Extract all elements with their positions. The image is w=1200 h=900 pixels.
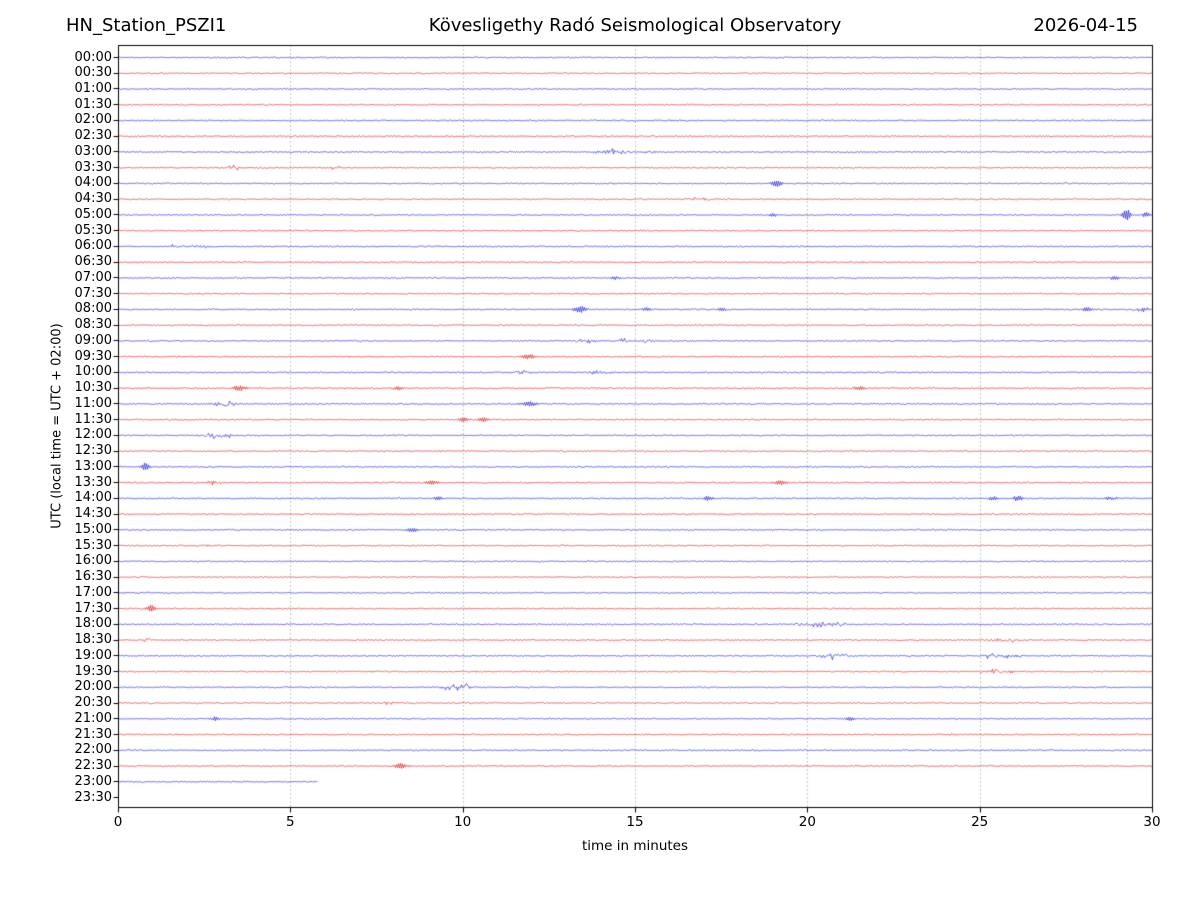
y-tick-label: 18:30 <box>74 632 112 648</box>
y-tick-label: 08:30 <box>74 317 112 333</box>
x-axis-label: time in minutes <box>581 838 689 854</box>
x-tick-label: 20 <box>798 814 816 830</box>
y-tick-label: 19:30 <box>74 663 112 679</box>
y-tick-label: 09:30 <box>74 348 112 364</box>
y-tick-label: 18:00 <box>74 616 112 632</box>
y-tick-label: 02:30 <box>74 128 112 144</box>
y-tick-label: 22:30 <box>74 758 112 773</box>
x-tick-label: 0 <box>113 814 123 830</box>
y-tick-label: 07:30 <box>74 285 112 301</box>
y-tick-label: 21:30 <box>74 726 112 742</box>
y-tick-label: 03:00 <box>74 143 112 159</box>
y-tick-label: 05:30 <box>74 222 112 238</box>
y-tick-label: 23:00 <box>74 773 112 789</box>
y-tick-label: 17:00 <box>74 584 112 600</box>
y-tick-label: 16:00 <box>74 553 112 569</box>
y-tick-label: 13:00 <box>74 458 112 474</box>
y-tick-label: 10:00 <box>74 364 112 380</box>
x-tick-label: 5 <box>286 814 295 830</box>
y-tick-label: 07:00 <box>74 269 112 285</box>
x-tick-label: 15 <box>626 814 644 830</box>
x-tick-label: 25 <box>971 814 989 830</box>
y-tick-label: 10:30 <box>74 380 112 396</box>
y-tick-label: 04:30 <box>74 191 112 207</box>
y-tick-label: 22:00 <box>74 742 112 758</box>
y-tick-label: 23:30 <box>74 789 112 805</box>
y-tick-label: 14:00 <box>74 490 112 506</box>
y-tick-label: 11:30 <box>74 411 112 427</box>
x-tick-label: 30 <box>1143 814 1161 830</box>
y-tick-label: 01:00 <box>74 80 112 96</box>
y-tick-label: 00:30 <box>74 65 112 81</box>
y-tick-label: 05:00 <box>74 206 112 222</box>
y-tick-label: 00:00 <box>74 49 112 65</box>
y-tick-label: 16:30 <box>74 569 112 585</box>
y-tick-label: 11:00 <box>74 395 112 411</box>
y-tick-label: 06:00 <box>74 238 112 254</box>
y-axis-label: UTC (local time = UTC + 02:00) <box>49 323 65 529</box>
y-tick-label: 02:00 <box>74 112 112 128</box>
y-tick-label: 17:30 <box>74 600 112 616</box>
y-tick-label: 03:30 <box>74 159 112 175</box>
y-tick-label: 20:00 <box>74 679 112 695</box>
y-tick-label: 12:30 <box>74 443 112 459</box>
y-tick-label: 12:00 <box>74 427 112 443</box>
y-tick-label: 09:00 <box>74 332 112 348</box>
y-tick-label: 14:30 <box>74 506 112 522</box>
y-tick-label: 19:00 <box>74 647 112 663</box>
y-tick-label: 08:00 <box>74 301 112 317</box>
y-tick-label: 15:00 <box>74 521 112 537</box>
y-tick-label: 21:00 <box>74 710 112 726</box>
y-tick-label: 01:30 <box>74 96 112 112</box>
y-tick-label: 06:30 <box>74 254 112 270</box>
x-tick-label: 10 <box>454 814 472 830</box>
y-tick-label: 15:30 <box>74 537 112 553</box>
y-tick-label: 13:30 <box>74 474 112 490</box>
y-tick-label: 20:30 <box>74 695 112 711</box>
y-tick-label: 04:00 <box>74 175 112 191</box>
